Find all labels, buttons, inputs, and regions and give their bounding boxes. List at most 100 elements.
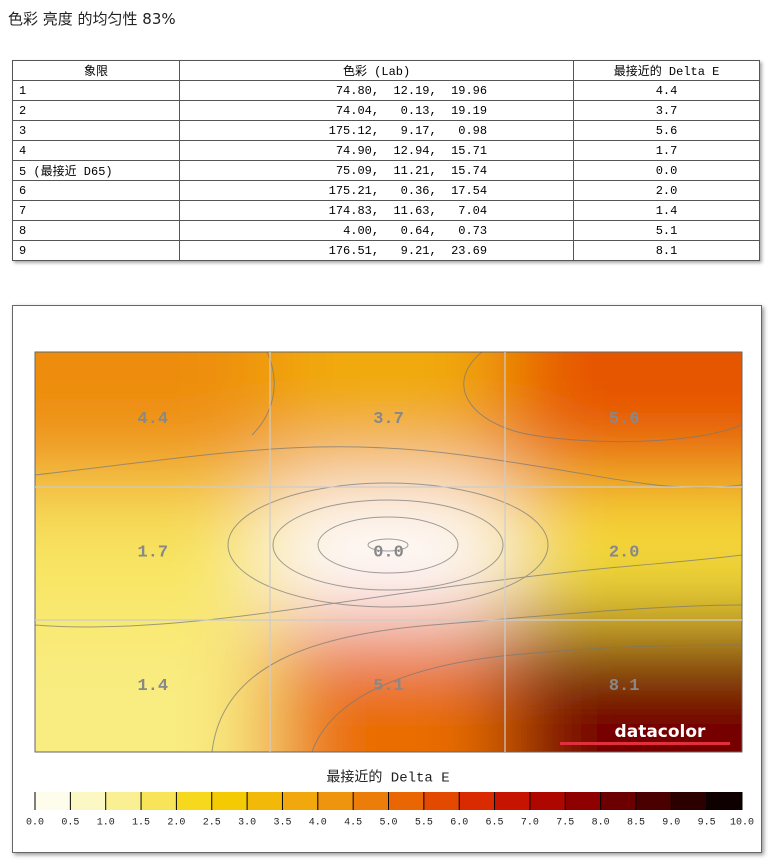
colorbar-segment [706, 792, 743, 810]
colorbar-segment [211, 792, 248, 810]
table-row: 3 175.12, 9.17, 0.98 5.6 [11, 120, 760, 141]
colorbar-tick-label: 3.5 [273, 818, 291, 829]
colorbar-tick-label: 6.0 [450, 818, 468, 829]
table-row: 2 74.04, 0.13, 19.19 3.7 [11, 100, 760, 121]
colorbar-tick-label: 2.0 [167, 818, 185, 829]
heat-cell [35, 485, 271, 619]
colorbar-tick-label: 5.5 [415, 818, 433, 829]
colorbar-tick-label: 2.5 [203, 818, 221, 829]
table-body: 1 74.80, 12.19, 19.96 4.4 2 74.04, 0.13, 19.… [11, 80, 760, 261]
header-cell: 色彩 (Lab) [179, 60, 575, 81]
plot-border [34, 351, 743, 753]
contour [367, 538, 409, 552]
colorbar-tick-label: 7.0 [521, 818, 539, 829]
colorbar-segment [671, 792, 708, 810]
colorbar-tick-label: 4.0 [309, 818, 327, 829]
colorbar-segment [105, 792, 142, 810]
header-row: 象限 色彩 (Lab) 最接近的 Delta E [11, 60, 760, 81]
colorbar-segment [565, 792, 602, 810]
table-cell: 0.0 [573, 160, 760, 181]
table-cell: 74.80, 12.19, 19.96 [179, 80, 575, 101]
heat-cell [35, 352, 271, 486]
colorbar-tick-label: 0.0 [26, 818, 44, 829]
colorbar-segment [141, 792, 177, 810]
colorbar-tick-label: 8.5 [627, 818, 645, 829]
cell-label: 4.4 [138, 410, 169, 429]
colorbar-tick-label: 7.5 [556, 818, 574, 829]
table-cell: 1.7 [573, 140, 760, 161]
colorbar-tick-label: 3.0 [238, 818, 256, 829]
table-cell: 8.1 [573, 240, 760, 261]
cell-label: 1.7 [138, 543, 169, 562]
colorbar-segment [176, 792, 213, 810]
colorbar-segment [529, 792, 566, 810]
colorbar-segment [423, 792, 460, 810]
colorbar-segment [388, 792, 425, 810]
data-table: 象限 色彩 (Lab) 最接近的 Delta E 1 74.80, 12.19, 19.… [11, 60, 760, 261]
table-cell: 5 (最接近 D65) [11, 160, 181, 181]
colorbar-segment [247, 792, 283, 810]
contour [227, 482, 549, 608]
table-cell: 4 [11, 140, 181, 161]
table-cell: 5.6 [573, 120, 760, 141]
table-cell: 6 [11, 180, 181, 201]
table-cell: 2.0 [573, 180, 760, 201]
table-cell: 176.51, 9.21, 23.69 [179, 240, 575, 261]
colorbar-tick-label: 8.0 [592, 818, 610, 829]
table-cell: 7 [11, 200, 181, 221]
table-row: 8 4.00, 0.64, 0.73 5.1 [11, 220, 760, 241]
contour [317, 516, 459, 574]
cell-label: 3.7 [373, 410, 404, 429]
heat-cell [506, 352, 742, 486]
colorbar-tick-label: 5.0 [379, 818, 397, 829]
contour [211, 604, 742, 752]
table-cell: 75.09, 11.21, 15.74 [179, 160, 575, 181]
table-cell: 4.00, 0.64, 0.73 [179, 220, 575, 241]
heatmap-field [35, 352, 742, 752]
brand-underline [560, 742, 730, 745]
cell-label: 8.1 [609, 677, 640, 696]
table-cell: 74.90, 12.94, 15.71 [179, 140, 575, 161]
table-row: 9 176.51, 9.21, 23.69 8.1 [11, 240, 760, 261]
cell-label: 5.6 [609, 410, 640, 429]
brand-logo: datacolor [615, 722, 707, 742]
colorbar-tick-label: 4.5 [344, 818, 362, 829]
table-cell: 74.04, 0.13, 19.19 [179, 100, 575, 121]
cell-label: 0.0 [373, 543, 404, 562]
table-cell: 1.4 [573, 200, 760, 221]
colorbar-tick-label: 9.5 [698, 818, 716, 829]
table-cell: 3 [11, 120, 181, 141]
cell-label: 1.4 [138, 677, 169, 696]
heat-cell [270, 485, 507, 619]
colorbar-segment [317, 792, 354, 810]
colorbar-tick-label: 10.0 [730, 818, 754, 829]
contour [272, 499, 504, 591]
colorbar-title: 最接近的 Delta E [326, 769, 449, 787]
header-cell: 最接近的 Delta E [573, 60, 760, 81]
contour [251, 352, 275, 436]
colorbar-tick-label: 9.0 [662, 818, 680, 829]
heatmap-cells [35, 352, 742, 752]
table-cell: 1 [11, 80, 181, 101]
cell-grid [35, 352, 742, 752]
table-cell: 174.83, 11.63, 7.04 [179, 200, 575, 221]
colorbar-segment [282, 792, 319, 810]
table-row: 6 175.21, 0.36, 17.54 2.0 [11, 180, 760, 201]
table-cell: 175.12, 9.17, 0.98 [179, 120, 575, 141]
table-cell: 3.7 [573, 100, 760, 121]
table-cell: 4.4 [573, 80, 760, 101]
contour [311, 644, 742, 752]
colorbar-tick-label: 0.5 [61, 818, 79, 829]
colorbar-segment [600, 792, 637, 810]
contour [463, 352, 742, 443]
cell-label: 2.0 [609, 543, 640, 562]
heat-cell [270, 618, 507, 752]
header-cell: 象限 [11, 60, 181, 81]
table-cell: 5.1 [573, 220, 760, 241]
colorbar-tick-label: 1.5 [132, 818, 150, 829]
colorbar-segment [635, 792, 672, 810]
table-row: 7 174.83, 11.63, 7.04 1.4 [11, 200, 760, 221]
table-cell: 8 [11, 220, 181, 241]
